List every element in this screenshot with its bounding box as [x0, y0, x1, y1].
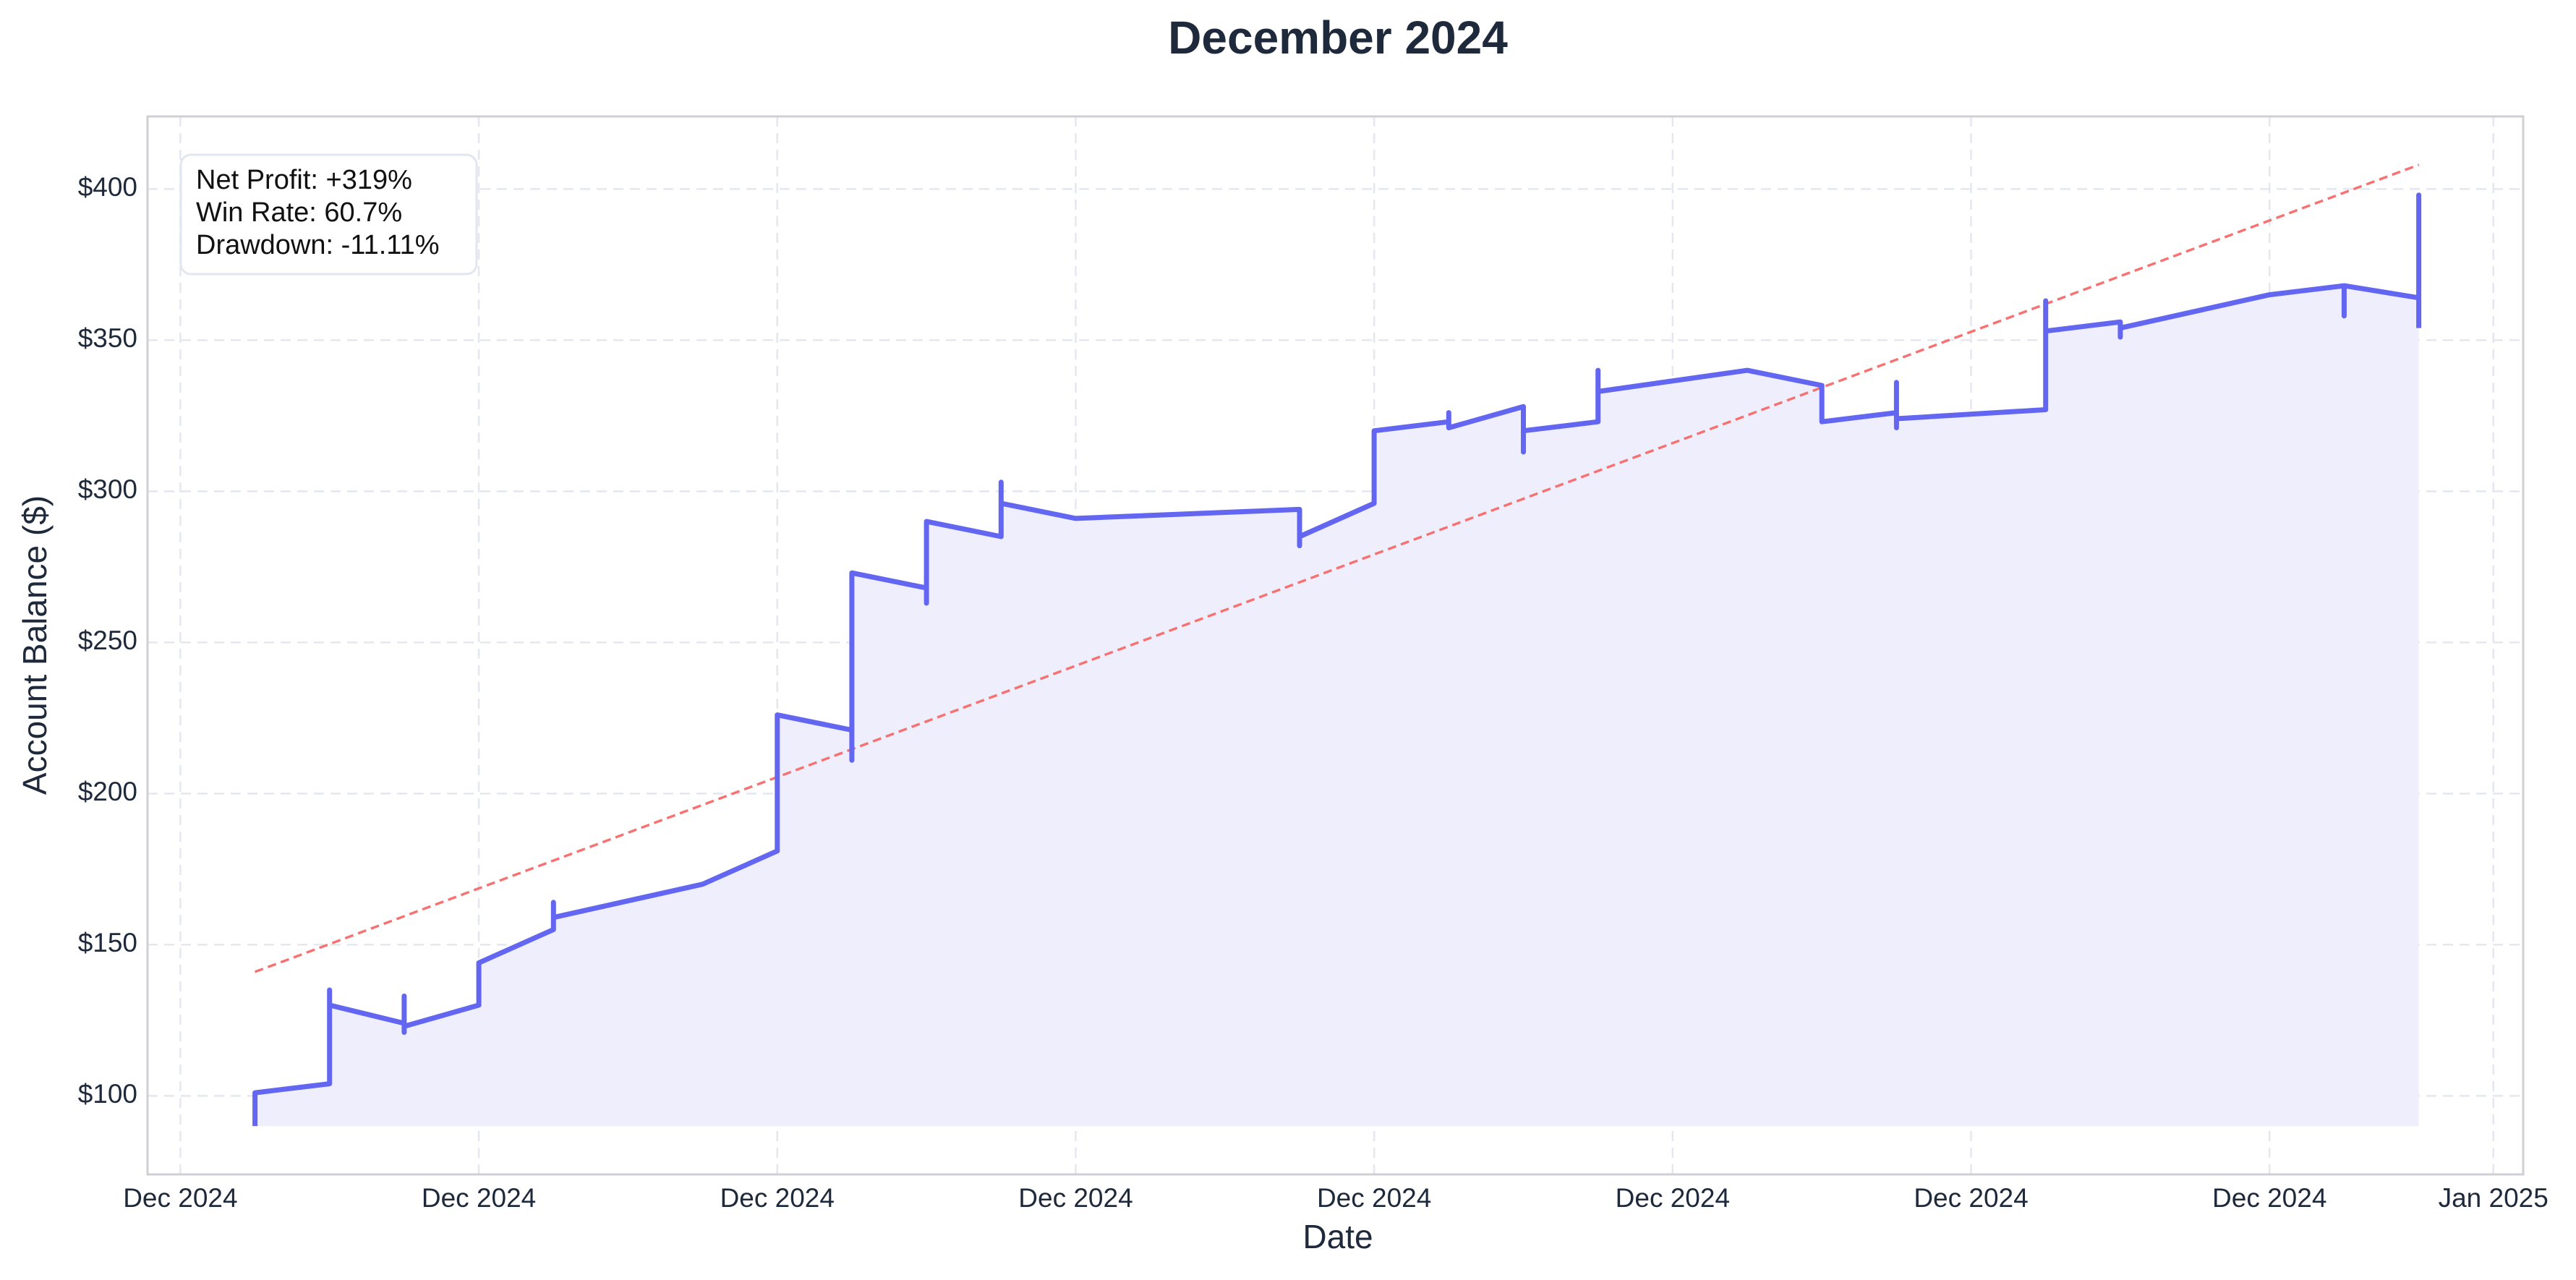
y-tick-label: $200 [78, 777, 137, 806]
annotation-box [179, 153, 478, 276]
balance-area [255, 195, 2419, 1127]
x-tick-label: Dec 2024 [1018, 1183, 1133, 1213]
y-tick-label: $350 [78, 323, 137, 353]
x-axis-label: Date [1302, 1218, 1373, 1255]
x-tick-label: Dec 2024 [1616, 1183, 1730, 1213]
y-tick-label: $250 [78, 626, 137, 655]
x-tick-label: Jan 2025 [2439, 1183, 2549, 1213]
annotation-text: Net Profit: +319% [196, 165, 412, 195]
plot-frame [146, 115, 2525, 1176]
annotation-text: Win Rate: 60.7% [196, 197, 402, 228]
x-tick-label: Dec 2024 [2212, 1183, 2326, 1213]
chart-title: December 2024 [1168, 12, 1508, 64]
y-tick-label: $300 [78, 474, 137, 504]
x-tick-label: Dec 2024 [1317, 1183, 1431, 1213]
x-tick-label: Dec 2024 [1914, 1183, 2028, 1213]
annotation-text: Drawdown: -11.11% [196, 230, 440, 260]
x-tick-label: Dec 2024 [422, 1183, 536, 1213]
y-tick-label: $150 [78, 928, 137, 957]
trend-line [255, 163, 2420, 973]
y-axis-label: Account Balance ($) [16, 495, 54, 795]
y-tick-label: $400 [78, 172, 137, 202]
x-tick-label: Dec 2024 [123, 1183, 237, 1213]
balance-line [252, 192, 2422, 1127]
x-tick-label: Dec 2024 [720, 1183, 835, 1213]
y-tick-label: $100 [78, 1079, 137, 1109]
